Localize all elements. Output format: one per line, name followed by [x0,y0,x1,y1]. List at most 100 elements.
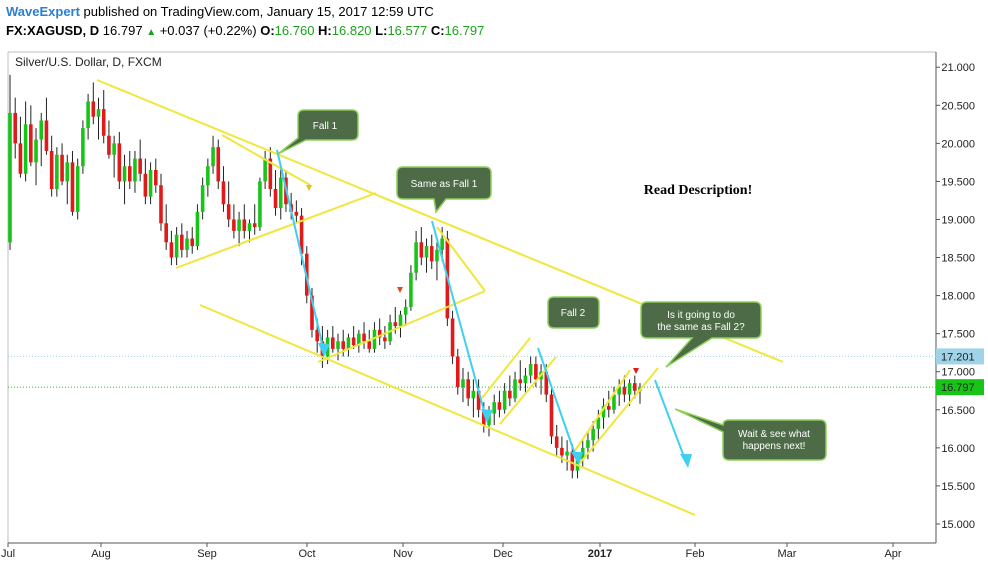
ohlc-line: FX:XAGUSD, D 16.797 ▲ +0.037 (+0.22%) O:… [6,23,484,38]
time-axis[interactable]: Jul Aug Sep Oct Nov Dec 2017 Feb Mar Apr [1,543,902,560]
up-triangle-icon: ▲ [146,27,157,38]
candle [96,97,101,140]
candle [268,147,273,197]
candle [65,154,70,205]
svg-text:Wait & see what: Wait & see what [738,429,810,440]
price-tick-label: 15.000 [941,519,975,531]
candle [508,375,512,406]
symbol-label: FX:XAGUSD, D [6,23,100,38]
candle [351,326,356,349]
candle [242,204,247,239]
candle [8,74,12,250]
price-axis[interactable]: 21.000 20.500 20.000 19.500 19.000 18.500 18.0… [936,62,975,531]
price-tick-label: 20.000 [941,138,975,150]
price-tick-label: 20.500 [941,100,975,112]
candle [247,219,252,243]
candle [226,181,231,228]
candle [419,227,424,266]
candle [206,158,210,197]
high-label: H: [318,23,332,38]
candle [138,139,142,182]
svg-text:happens next!: happens next! [743,441,806,452]
price-level-badge [936,379,984,396]
candle [112,135,116,178]
candle [409,265,413,311]
candle [466,371,470,406]
candle [523,367,528,395]
channel-2-upper-line [436,226,486,292]
candle [497,390,502,418]
close-value: 16.797 [444,23,485,38]
candle [232,204,236,239]
candle [424,238,429,273]
candle [450,310,455,365]
time-tick-label: Dec [493,548,513,560]
candle [580,440,585,467]
price-level-label: 16.797 [941,382,975,394]
price-tick-label: 19.500 [941,176,975,188]
candle [549,386,554,445]
candle [398,310,403,338]
price-level-badge [936,348,984,365]
price-tick-label: 16.500 [941,405,975,417]
candle [44,97,49,155]
time-tick-label: Aug [91,548,111,560]
candle [565,440,569,471]
sell-signal-marker [397,287,403,293]
candle [403,299,408,327]
candle [55,147,59,197]
callout-same-as-fall-1[interactable]: Same as Fall 1 [396,166,492,214]
candle [70,150,75,216]
price-reference-lines: 17.201 16.797 [8,348,984,396]
price-tick-label: 16.000 [941,443,975,455]
chart-title: Silver/U.S. Dollar, D, FXCM [15,55,162,69]
svg-text:Same as Fall 1: Same as Fall 1 [411,179,478,190]
candle [190,227,195,254]
candle [377,318,382,346]
candle [471,379,476,418]
candle [518,360,523,391]
signal-markers [306,185,639,374]
candle [211,135,215,174]
candle [133,150,137,193]
candle [75,158,80,220]
price-tick-label: 15.500 [941,481,975,493]
candle [29,105,33,167]
candle [476,379,481,418]
candle [263,150,267,190]
candle [127,150,132,190]
candle [601,398,606,429]
candle [91,82,96,125]
candle [252,204,257,235]
price-tick-label: 19.000 [941,214,975,226]
svg-text:Is it going to do: Is it going to do [667,310,735,321]
high-value: 16.820 [331,23,372,38]
channel-2-lower-line [317,290,486,363]
candle [143,158,148,205]
open-label: O: [260,23,275,38]
flag-2-right-line [499,356,557,425]
candle [159,173,163,231]
candle [435,242,439,281]
price-chart[interactable]: Silver/U.S. Dollar, D, FXCM 21.000 20.500… [0,46,988,568]
candle [357,329,361,353]
callout-question[interactable]: Is it going to do the same as Fall 2? [640,301,762,368]
time-tick-label: Nov [393,548,413,560]
flag-2-left-line [481,337,531,399]
time-tick-label: Sep [197,548,217,560]
candle [18,116,23,178]
callout-fall-2[interactable]: Fall 2 [547,296,600,329]
candle [117,131,122,190]
publish-line: WaveExpert published on TradingView.com,… [6,4,434,19]
author-link[interactable]: WaveExpert [6,4,80,19]
candle [278,166,283,220]
candle [185,230,189,258]
candle [200,177,205,220]
candle [336,333,340,361]
callout-fall-1[interactable]: Fall 1 [277,109,359,155]
lower-channel-line [199,304,696,516]
time-tick-label: Mar [778,548,797,560]
candle [461,367,465,403]
candle [606,390,611,418]
callout-wait-and-see[interactable]: Wait & see what happens next! [674,408,827,461]
